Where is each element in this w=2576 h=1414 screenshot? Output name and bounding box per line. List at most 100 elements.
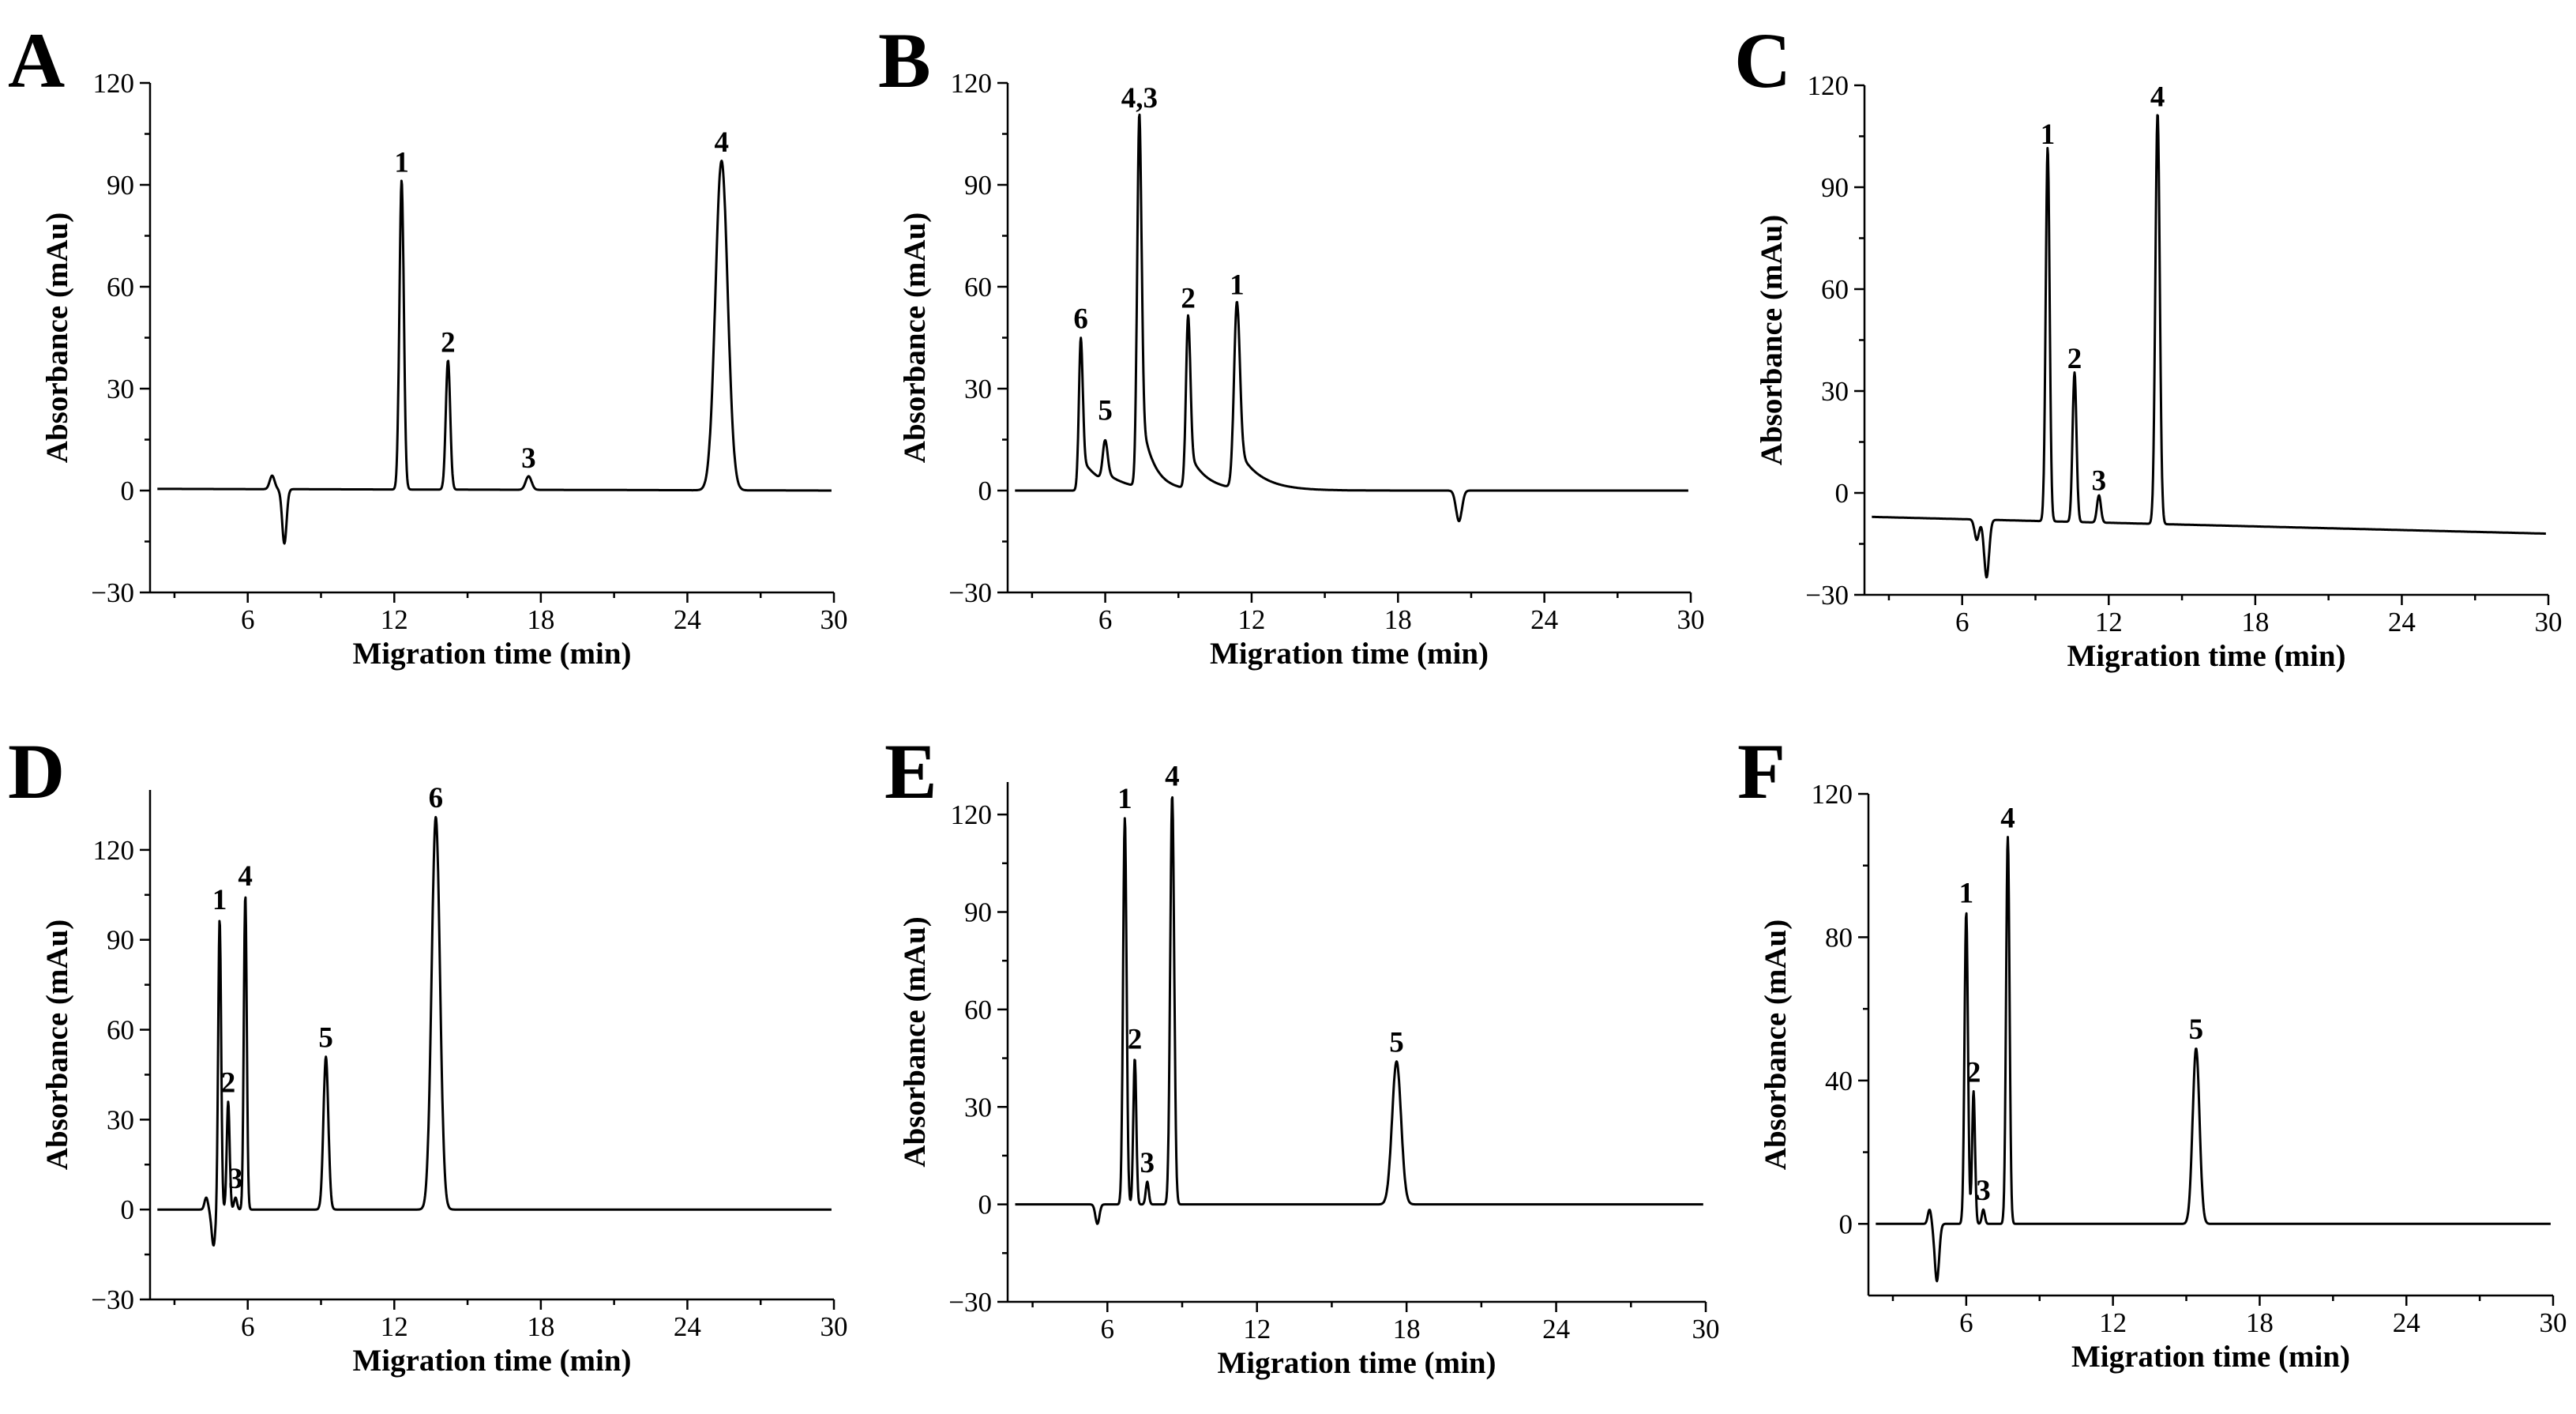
x-tick-label: 18 bbox=[2241, 607, 2269, 637]
y-tick-label: 0 bbox=[1835, 478, 1849, 509]
x-tick-label: 30 bbox=[1692, 1314, 1720, 1344]
peak-label: 1 bbox=[212, 884, 227, 916]
y-tick-label: 0 bbox=[121, 476, 135, 506]
panel-b-letter: B bbox=[878, 17, 931, 104]
y-tick-label: 30 bbox=[964, 1092, 992, 1123]
y-tick-label: 30 bbox=[107, 374, 134, 404]
x-tick-label: 6 bbox=[1959, 1307, 1973, 1338]
x-axis-title: Migration time (min) bbox=[352, 1344, 631, 1378]
peak-label: 1 bbox=[1959, 878, 1974, 910]
peak-label: 1 bbox=[1230, 269, 1245, 302]
electropherogram-trace bbox=[1014, 113, 1689, 523]
y-tick-label: −30 bbox=[948, 1287, 992, 1318]
peak-label: 4,3 bbox=[1121, 82, 1158, 115]
y-tick-label: 120 bbox=[951, 68, 993, 99]
y-tick-label: −30 bbox=[91, 577, 134, 608]
peak-label: 6 bbox=[429, 782, 444, 814]
y-axis-title: Absorbance (mAu) bbox=[1759, 919, 1793, 1170]
y-tick-label: 90 bbox=[964, 170, 992, 201]
peak-label: 2 bbox=[221, 1067, 236, 1100]
panel-e-letter: E bbox=[884, 728, 937, 815]
x-tick-label: 24 bbox=[674, 604, 701, 635]
x-tick-label: 24 bbox=[1530, 604, 1558, 635]
x-tick-label: 18 bbox=[527, 1311, 554, 1342]
x-tick-label: 18 bbox=[1393, 1314, 1421, 1344]
peak-label: 4 bbox=[238, 860, 253, 893]
peak-label: 4 bbox=[714, 126, 729, 159]
x-tick-label: 24 bbox=[2388, 607, 2416, 637]
y-tick-label: −30 bbox=[948, 577, 992, 608]
y-axis-title: Absorbance (mAu) bbox=[898, 212, 932, 463]
peak-label: 3 bbox=[1140, 1147, 1155, 1179]
y-tick-label: 60 bbox=[107, 1015, 134, 1046]
x-tick-label: 6 bbox=[1101, 1314, 1115, 1344]
peak-label: 1 bbox=[2041, 118, 2056, 151]
electropherogram-trace bbox=[156, 815, 832, 1247]
y-tick-label: 0 bbox=[978, 476, 993, 506]
y-tick-label: 0 bbox=[1839, 1209, 1853, 1239]
y-tick-label: −30 bbox=[1805, 580, 1849, 611]
peak-label: 1 bbox=[1117, 783, 1132, 815]
x-tick-label: 24 bbox=[674, 1311, 701, 1342]
y-tick-label: 80 bbox=[1825, 922, 1853, 953]
x-tick-label: 12 bbox=[1243, 1314, 1271, 1344]
y-tick-label: −30 bbox=[91, 1284, 134, 1315]
x-tick-label: 30 bbox=[820, 1311, 848, 1342]
peak-label: 4 bbox=[1165, 760, 1180, 792]
y-tick-label: 90 bbox=[107, 925, 134, 956]
peak-label: 5 bbox=[1389, 1027, 1404, 1059]
panel-d-letter: D bbox=[8, 728, 65, 815]
x-tick-label: 30 bbox=[2540, 1307, 2567, 1338]
y-tick-label: 90 bbox=[964, 897, 992, 928]
peak-label: 3 bbox=[1976, 1175, 1991, 1207]
y-axis-title: Absorbance (mAu) bbox=[40, 919, 74, 1170]
peak-label: 2 bbox=[2067, 343, 2082, 375]
y-tick-label: 120 bbox=[951, 799, 993, 830]
electropherogram-trace bbox=[1014, 795, 1704, 1225]
peak-label: 2 bbox=[1181, 283, 1196, 315]
x-tick-label: 30 bbox=[1677, 604, 1705, 635]
x-tick-label: 18 bbox=[2246, 1307, 2274, 1338]
y-tick-label: 0 bbox=[978, 1190, 993, 1220]
y-axis-title: Absorbance (mAu) bbox=[40, 212, 74, 463]
y-tick-label: 60 bbox=[964, 272, 992, 303]
x-tick-label: 24 bbox=[2393, 1307, 2420, 1338]
x-tick-label: 6 bbox=[1955, 607, 1970, 637]
panel-f-letter: F bbox=[1737, 728, 1786, 815]
x-tick-label: 18 bbox=[527, 604, 554, 635]
x-axis-title: Migration time (min) bbox=[1217, 1346, 1496, 1380]
x-axis-title: Migration time (min) bbox=[1210, 637, 1489, 671]
peak-label: 5 bbox=[2189, 1013, 2204, 1046]
peak-label: 2 bbox=[1128, 1024, 1143, 1056]
x-tick-label: 12 bbox=[2095, 607, 2123, 637]
peak-label: 3 bbox=[228, 1163, 243, 1195]
panel-c-letter: C bbox=[1734, 17, 1791, 104]
y-tick-label: 60 bbox=[107, 272, 134, 303]
y-tick-label: 120 bbox=[1812, 779, 1853, 810]
x-tick-label: 24 bbox=[1542, 1314, 1570, 1344]
peak-label: 1 bbox=[394, 147, 409, 179]
x-tick-label: 30 bbox=[2535, 607, 2563, 637]
y-axis-title: Absorbance (mAu) bbox=[898, 916, 932, 1167]
x-axis-title: Migration time (min) bbox=[352, 637, 631, 671]
x-tick-label: 6 bbox=[1098, 604, 1113, 635]
x-tick-label: 12 bbox=[381, 604, 408, 635]
y-tick-label: 0 bbox=[121, 1194, 135, 1225]
y-tick-label: 120 bbox=[93, 68, 135, 99]
y-tick-label: 90 bbox=[107, 170, 134, 201]
x-tick-label: 12 bbox=[1237, 604, 1265, 635]
x-tick-label: 6 bbox=[241, 604, 255, 635]
x-tick-label: 12 bbox=[2099, 1307, 2127, 1338]
peak-label: 4 bbox=[2150, 81, 2165, 114]
x-axis-title: Migration time (min) bbox=[2071, 1340, 2350, 1374]
peak-label: 3 bbox=[521, 442, 536, 475]
y-tick-label: 90 bbox=[1821, 172, 1849, 203]
peak-label: 2 bbox=[1966, 1056, 1981, 1089]
x-tick-label: 12 bbox=[381, 1311, 408, 1342]
x-axis-title: Migration time (min) bbox=[2067, 639, 2345, 673]
